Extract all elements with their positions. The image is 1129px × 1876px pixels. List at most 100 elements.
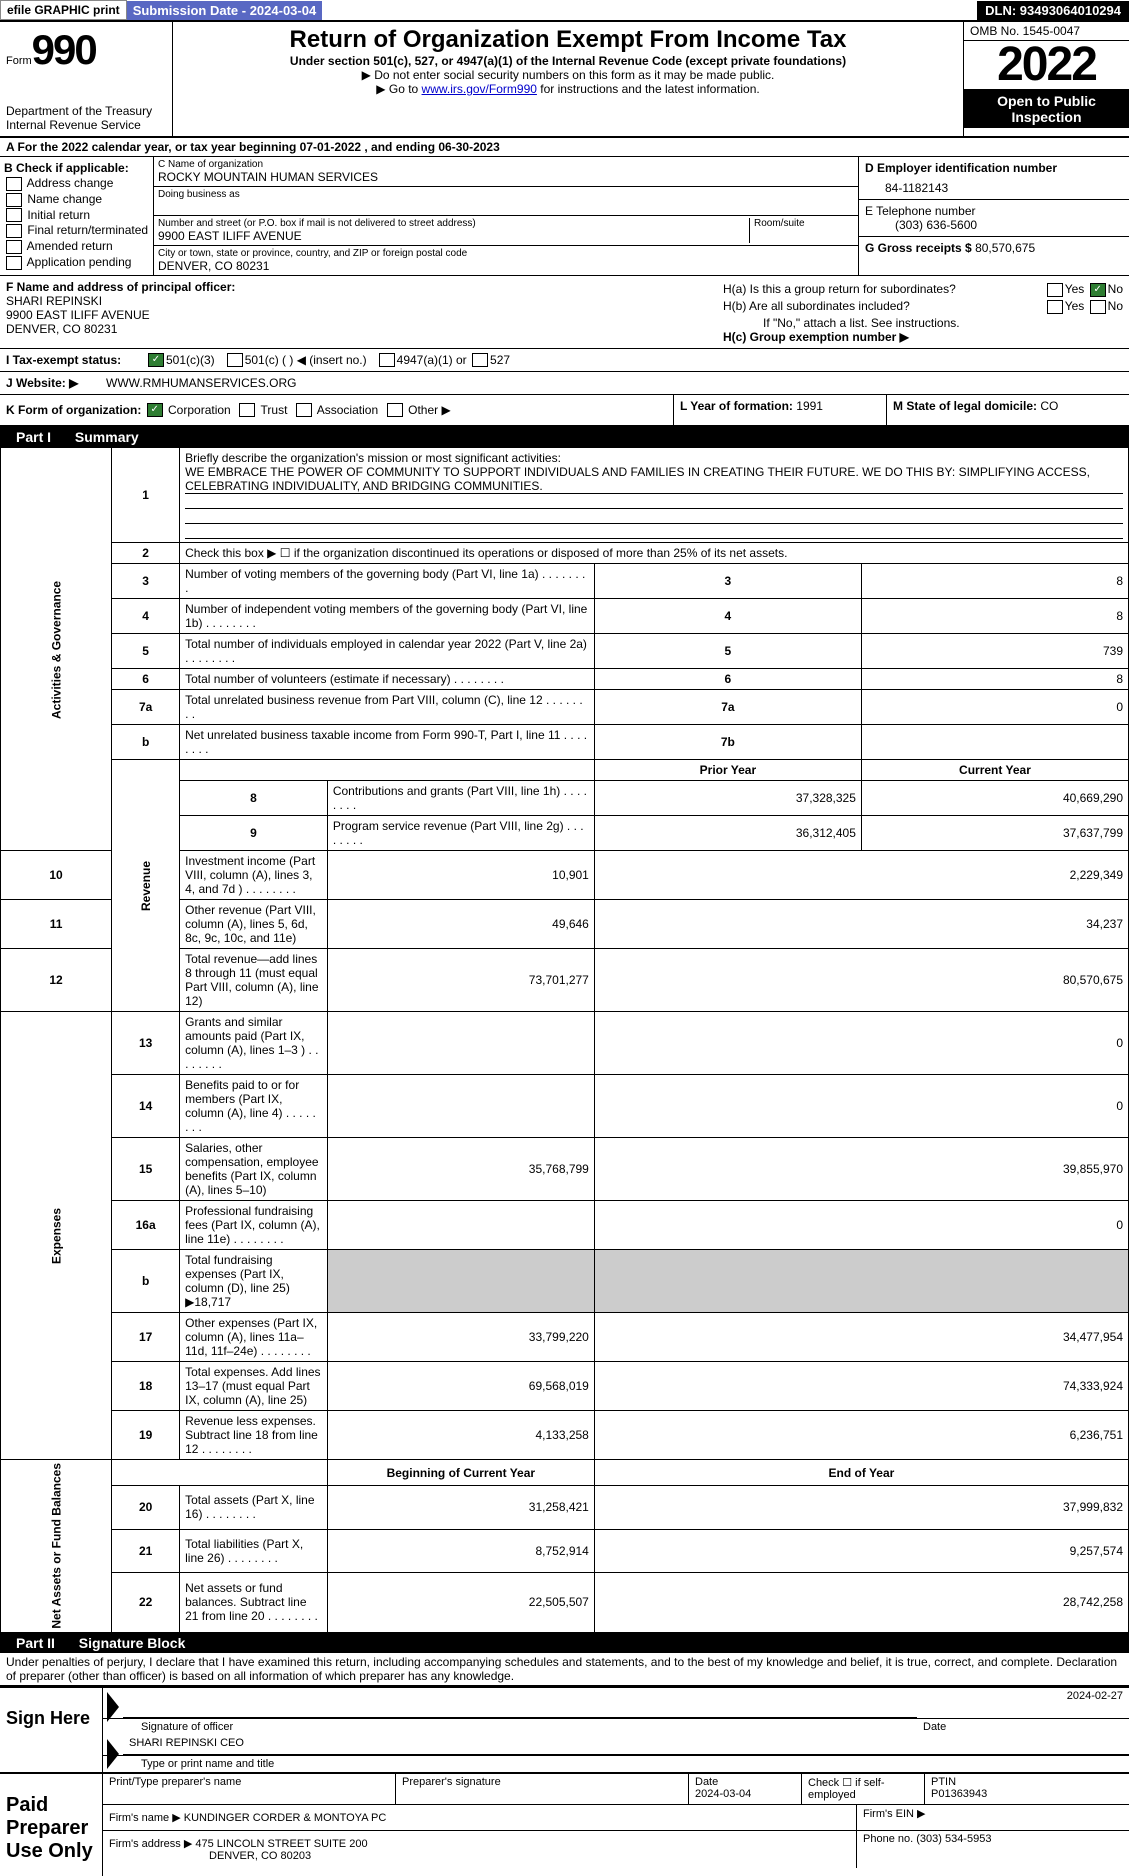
form-990-num: 990: [32, 26, 96, 73]
checkbox-icon[interactable]: [296, 403, 312, 417]
checkbox-icon[interactable]: [1090, 300, 1106, 314]
line-7a-label: Total unrelated business revenue from Pa…: [185, 693, 543, 707]
h-b-label: H(b) Are all subordinates included?: [723, 299, 1045, 314]
line-3-val: 8: [861, 564, 1128, 599]
part-1-label: Part I: [8, 427, 71, 447]
line-7a-val: 0: [861, 690, 1128, 725]
gross-value: 80,570,675: [975, 241, 1035, 255]
officer-addr1: 9900 EAST ILIFF AVENUE: [6, 308, 711, 322]
col-current: Current Year: [861, 760, 1128, 781]
501c3: 501(c)(3): [166, 353, 215, 367]
officer-sig-name: SHARI REPINSKI CEO: [123, 1735, 1129, 1755]
prep-sig-label: Preparer's signature: [396, 1774, 689, 1804]
section-b: B Check if applicable: Address change Na…: [0, 157, 154, 275]
form-word: Form: [6, 55, 32, 67]
section-a: A For the 2022 calendar year, or tax yea…: [0, 138, 1129, 157]
website-label: J Website: ▶: [6, 376, 106, 390]
vert-expenses: Expenses: [1, 1012, 112, 1460]
row-i: I Tax-exempt status: ✓ 501(c)(3) 501(c) …: [0, 349, 1129, 372]
irs-link[interactable]: www.irs.gov/Form990: [422, 82, 537, 96]
527: 527: [490, 353, 510, 367]
firm-name: KUNDINGER CORDER & MONTOYA PC: [184, 1812, 387, 1824]
year-formation: 1991: [796, 399, 823, 413]
addr-label: Number and street (or P.O. box if mail i…: [158, 218, 749, 229]
part-2-label: Part II: [8, 1633, 75, 1653]
checkbox-icon[interactable]: [472, 353, 488, 367]
sign-here-section: Sign Here 2024-02-27 Signature of office…: [0, 1686, 1129, 1773]
officer-label: F Name and address of principal officer:: [6, 280, 711, 294]
form-subtitle: Under section 501(c), 527, or 4947(a)(1)…: [177, 54, 959, 68]
line-7b-val: [861, 725, 1128, 760]
section-h: H(a) Is this a group return for subordin…: [717, 276, 1129, 348]
line-4-val: 8: [861, 599, 1128, 634]
h-note: If "No," attach a list. See instructions…: [723, 316, 1123, 330]
firm-name-label: Firm's name ▶: [109, 1812, 181, 1824]
line-5-label: Total number of individuals employed in …: [185, 637, 587, 651]
checkbox-icon[interactable]: [379, 353, 395, 367]
ptin-value: P01363943: [931, 1788, 1123, 1800]
prep-phone-label: Phone no.: [863, 1833, 913, 1845]
sig-date-label: Date: [917, 1719, 1129, 1735]
firm-addr: 475 LINCOLN STREET SUITE 200: [195, 1838, 367, 1850]
prep-date: 2024-03-04: [695, 1788, 795, 1800]
org-name-label: C Name of organization: [158, 159, 854, 170]
vert-net: Net Assets or Fund Balances: [1, 1460, 112, 1633]
prep-name-label: Print/Type preparer's name: [109, 1776, 389, 1788]
prep-date-label: Date: [695, 1776, 795, 1788]
gross-label: G Gross receipts $: [865, 241, 972, 255]
501c: 501(c) ( ) ◀ (insert no.): [245, 353, 367, 367]
check-initial: Initial return: [4, 208, 149, 223]
dba-label: Doing business as: [158, 189, 854, 200]
checkbox-checked-icon[interactable]: ✓: [147, 403, 163, 417]
prep-phone: (303) 534-5953: [916, 1833, 991, 1845]
type-name-label: Type or print name and title: [135, 1756, 280, 1772]
sig-officer-label: Signature of officer: [135, 1719, 917, 1735]
sign-here-label: Sign Here: [0, 1688, 103, 1772]
checkbox-icon[interactable]: [6, 208, 22, 222]
part-2-title: Signature Block: [79, 1635, 186, 1651]
section-bcd: B Check if applicable: Address change Na…: [0, 157, 1129, 276]
checkbox-icon[interactable]: [387, 403, 403, 417]
part-1-header: Part I Summary: [0, 427, 1129, 447]
line-6-label: Total number of volunteers (estimate if …: [185, 672, 450, 686]
sign-date: 2024-02-27: [917, 1688, 1129, 1718]
org-city: DENVER, CO 80231: [158, 259, 854, 273]
efile-button[interactable]: efile GRAPHIC print: [0, 0, 127, 20]
tax-year: 2022: [964, 41, 1129, 90]
submission-date: Submission Date - 2024-03-04: [127, 1, 323, 20]
ptin-label: PTIN: [931, 1776, 1123, 1788]
dln-number: DLN: 93493064010294: [977, 1, 1129, 20]
checkbox-icon[interactable]: [6, 240, 22, 254]
ein-value: 84-1182143: [865, 181, 1123, 195]
row-klm: K Form of organization: ✓ Corporation Tr…: [0, 395, 1129, 428]
ein-label: D Employer identification number: [865, 161, 1123, 175]
city-label: City or town, state or province, country…: [158, 248, 854, 259]
checkbox-icon[interactable]: [6, 256, 22, 270]
arrow-icon: [107, 1692, 119, 1722]
check-final: Final return/terminated: [4, 223, 149, 238]
note2-post: for instructions and the latest informat…: [537, 82, 760, 96]
checkbox-icon[interactable]: [6, 177, 22, 191]
checkbox-icon[interactable]: [239, 403, 255, 417]
checkbox-checked-icon[interactable]: ✓: [1090, 283, 1106, 297]
top-bar: efile GRAPHIC print Submission Date - 20…: [0, 0, 1129, 22]
mission-text: WE EMBRACE THE POWER OF COMMUNITY TO SUP…: [185, 465, 1123, 494]
check-name: Name change: [4, 192, 149, 207]
h-c-label: H(c) Group exemption number ▶: [723, 330, 1123, 344]
checkbox-icon[interactable]: [1047, 300, 1063, 314]
checkbox-checked-icon[interactable]: ✓: [148, 353, 164, 367]
checkbox-icon[interactable]: [6, 193, 22, 207]
preparer-label: Paid Preparer Use Only: [0, 1774, 103, 1876]
line-5-val: 739: [861, 634, 1128, 669]
checkbox-icon[interactable]: [1047, 283, 1063, 297]
checkbox-icon[interactable]: [6, 224, 22, 238]
website-value: WWW.RMHUMANSERVICES.ORG: [106, 376, 296, 390]
state-domicile: CO: [1040, 399, 1058, 413]
checkbox-icon[interactable]: [227, 353, 243, 367]
section-d: D Employer identification number 84-1182…: [859, 157, 1129, 275]
part-2-header: Part II Signature Block: [0, 1633, 1129, 1653]
check-pending: Application pending: [4, 255, 149, 270]
section-b-title: B Check if applicable:: [4, 161, 149, 175]
section-c: C Name of organization ROCKY MOUNTAIN HU…: [154, 157, 859, 275]
form-title: Return of Organization Exempt From Incom…: [177, 26, 959, 54]
